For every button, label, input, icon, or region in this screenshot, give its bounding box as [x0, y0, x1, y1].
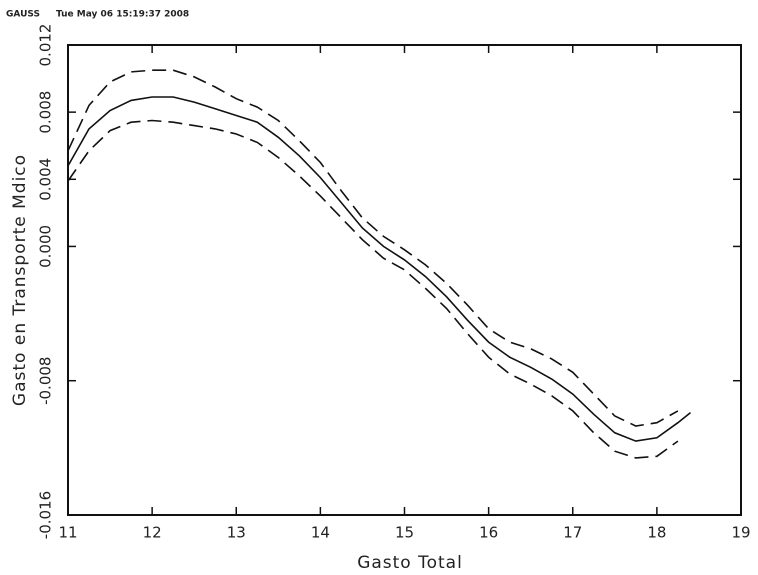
x-tick-label: 13	[227, 524, 246, 542]
plot-frame	[67, 44, 742, 516]
y-tick-label: 0.000	[37, 225, 55, 268]
x-tick-label: 12	[143, 524, 162, 542]
y-tick-label: -0.016	[37, 491, 55, 539]
header: GAUSS	[6, 10, 40, 20]
x-tick-label: 11	[58, 524, 77, 542]
y-axis-label: Gasto en Transporte Mdico	[10, 154, 30, 406]
y-tick-label: 0.004	[37, 158, 55, 201]
x-tick-label: 15	[395, 524, 414, 542]
band-line	[67, 119, 679, 459]
x-tick-label: 16	[479, 524, 498, 542]
x-tick-label: 18	[647, 524, 666, 542]
x-tick-label: 19	[731, 524, 750, 542]
y-tick-label: 0.008	[37, 91, 55, 134]
band-line	[67, 69, 679, 427]
estimate-line	[67, 96, 692, 442]
x-tick-label: 17	[563, 524, 582, 542]
y-tick-label: -0.008	[37, 357, 55, 405]
timestamp: Tue May 06 15:19:37 2008	[56, 10, 189, 20]
y-tick-label: 0.012	[37, 24, 55, 67]
x-tick-label: 14	[311, 524, 330, 542]
x-axis-label: Gasto Total	[357, 553, 463, 573]
